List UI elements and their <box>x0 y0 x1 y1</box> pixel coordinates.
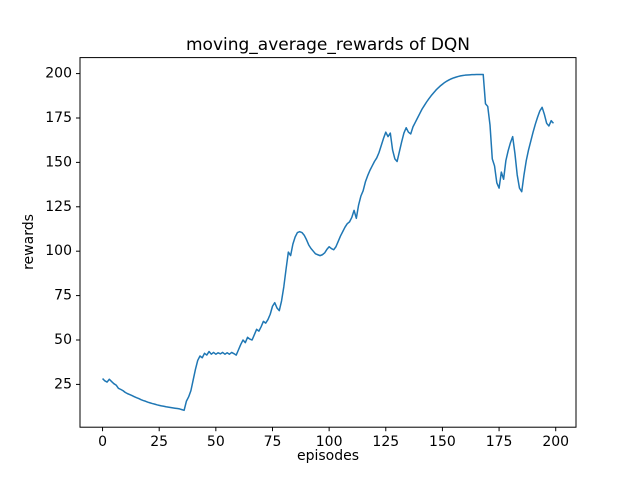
chart-title: moving_average_rewards of DQN <box>185 35 471 55</box>
axes-spines <box>79 57 577 428</box>
x-tick-label: 0 <box>98 434 107 450</box>
y-tick-label: 150 <box>45 154 72 170</box>
x-tick-label: 175 <box>486 434 513 450</box>
y-tick-label: 25 <box>54 376 72 392</box>
y-tick-label: 175 <box>45 110 72 126</box>
x-tick-label: 125 <box>372 434 399 450</box>
x-tick-label: 200 <box>542 434 569 450</box>
reward-line <box>102 73 555 412</box>
x-tick-label: 50 <box>207 434 225 450</box>
y-tick-label: 100 <box>45 243 72 259</box>
y-tick-label: 125 <box>45 199 72 215</box>
x-tick-label: 25 <box>150 434 168 450</box>
x-tick-label: 75 <box>264 434 282 450</box>
x-tick-label: 100 <box>316 434 343 450</box>
y-tick-label: 50 <box>54 332 72 348</box>
x-axis-label: episodes <box>296 448 360 464</box>
y-tick-label: 75 <box>54 288 72 304</box>
y-tick-label: 200 <box>45 66 72 82</box>
x-tick-label: 150 <box>429 434 456 450</box>
